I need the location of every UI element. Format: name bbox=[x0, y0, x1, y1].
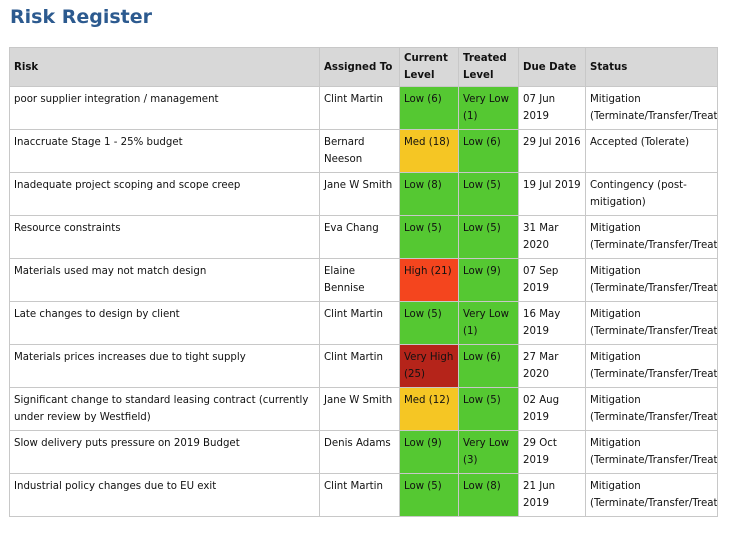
due-date-cell: 16 May 2019 bbox=[518, 301, 586, 345]
table-row: Inadequate project scoping and scope cre… bbox=[9, 172, 718, 216]
table-row: Significant change to standard leasing c… bbox=[9, 387, 718, 431]
table-body: poor supplier integration / management Cl… bbox=[9, 86, 718, 517]
header-due-date: Due Date bbox=[518, 47, 586, 87]
header-risk: Risk bbox=[9, 47, 320, 87]
risk-cell: Industrial policy changes due to EU exit bbox=[9, 473, 320, 517]
status-cell: Accepted (Tolerate) bbox=[585, 129, 718, 173]
treated-level-cell: Very Low (1) bbox=[458, 301, 519, 345]
treated-level-cell: Low (6) bbox=[458, 344, 519, 388]
assigned-to-cell: Bernard Neeson bbox=[319, 129, 400, 173]
header-assigned-to: Assigned To bbox=[319, 47, 400, 87]
risk-cell: Late changes to design by client bbox=[9, 301, 320, 345]
risk-cell: Significant change to standard leasing c… bbox=[9, 387, 320, 431]
assigned-to-cell: Elaine Bennise bbox=[319, 258, 400, 302]
treated-level-cell: Low (9) bbox=[458, 258, 519, 302]
treated-level-cell: Low (6) bbox=[458, 129, 519, 173]
treated-level-cell: Low (5) bbox=[458, 387, 519, 431]
status-cell: Mitigation (Terminate/Transfer/Treat) bbox=[585, 344, 718, 388]
risk-cell: Slow delivery puts pressure on 2019 Budg… bbox=[9, 430, 320, 474]
treated-level-cell: Low (8) bbox=[458, 473, 519, 517]
assigned-to-cell: Jane W Smith bbox=[319, 387, 400, 431]
table-row: Materials used may not match design Elain… bbox=[9, 258, 718, 302]
current-level-cell: Very High (25) bbox=[399, 344, 459, 388]
current-level-cell: Low (8) bbox=[399, 172, 459, 216]
header-current-level: Current Level bbox=[399, 47, 459, 87]
current-level-cell: Med (12) bbox=[399, 387, 459, 431]
risk-cell: Inadequate project scoping and scope cre… bbox=[9, 172, 320, 216]
due-date-cell: 07 Jun 2019 bbox=[518, 86, 586, 130]
status-cell: Contingency (post-mitigation) bbox=[585, 172, 718, 216]
assigned-to-cell: Eva Chang bbox=[319, 215, 400, 259]
table-row: Slow delivery puts pressure on 2019 Budg… bbox=[9, 430, 718, 474]
assigned-to-cell: Denis Adams bbox=[319, 430, 400, 474]
current-level-cell: Low (5) bbox=[399, 215, 459, 259]
current-level-cell: Low (5) bbox=[399, 301, 459, 345]
risk-cell: poor supplier integration / management bbox=[9, 86, 320, 130]
current-level-cell: Low (5) bbox=[399, 473, 459, 517]
risk-cell: Materials used may not match design bbox=[9, 258, 320, 302]
header-status: Status bbox=[585, 47, 718, 87]
current-level-cell: Med (18) bbox=[399, 129, 459, 173]
table-row: Industrial policy changes due to EU exit… bbox=[9, 473, 718, 517]
table-row: poor supplier integration / management Cl… bbox=[9, 86, 718, 130]
treated-level-cell: Very Low (3) bbox=[458, 430, 519, 474]
page-title: Risk Register bbox=[10, 6, 152, 28]
status-cell: Mitigation (Terminate/Transfer/Treat) bbox=[585, 258, 718, 302]
status-cell: Mitigation (Terminate/Transfer/Treat) bbox=[585, 430, 718, 474]
table-row: Materials prices increases due to tight … bbox=[9, 344, 718, 388]
treated-level-cell: Very Low (1) bbox=[458, 86, 519, 130]
due-date-cell: 31 Mar 2020 bbox=[518, 215, 586, 259]
due-date-cell: 29 Oct 2019 bbox=[518, 430, 586, 474]
table-row: Resource constraints Eva Chang Low (5) Low … bbox=[9, 215, 718, 259]
due-date-cell: 29 Jul 2016 bbox=[518, 129, 586, 173]
header-treated-level: Treated Level bbox=[458, 47, 519, 87]
table-row: Late changes to design by client Clint Ma… bbox=[9, 301, 718, 345]
assigned-to-cell: Clint Martin bbox=[319, 301, 400, 345]
risk-cell: Resource constraints bbox=[9, 215, 320, 259]
assigned-to-cell: Jane W Smith bbox=[319, 172, 400, 216]
assigned-to-cell: Clint Martin bbox=[319, 473, 400, 517]
due-date-cell: 21 Jun 2019 bbox=[518, 473, 586, 517]
treated-level-cell: Low (5) bbox=[458, 215, 519, 259]
status-cell: Mitigation (Terminate/Transfer/Treat) bbox=[585, 387, 718, 431]
due-date-cell: 27 Mar 2020 bbox=[518, 344, 586, 388]
current-level-cell: Low (9) bbox=[399, 430, 459, 474]
table-row: Inaccruate Stage 1 - 25% budget Bernard N… bbox=[9, 129, 718, 173]
status-cell: Mitigation (Terminate/Transfer/Treat) bbox=[585, 301, 718, 345]
current-level-cell: Low (6) bbox=[399, 86, 459, 130]
current-level-cell: High (21) bbox=[399, 258, 459, 302]
assigned-to-cell: Clint Martin bbox=[319, 86, 400, 130]
risk-cell: Materials prices increases due to tight … bbox=[9, 344, 320, 388]
treated-level-cell: Low (5) bbox=[458, 172, 519, 216]
status-cell: Mitigation (Terminate/Transfer/Treat) bbox=[585, 86, 718, 130]
assigned-to-cell: Clint Martin bbox=[319, 344, 400, 388]
due-date-cell: 19 Jul 2019 bbox=[518, 172, 586, 216]
due-date-cell: 07 Sep 2019 bbox=[518, 258, 586, 302]
risk-register-table: Risk Assigned To Current Level Treated L… bbox=[9, 47, 718, 517]
table-header-row: Risk Assigned To Current Level Treated L… bbox=[9, 47, 718, 87]
status-cell: Mitigation (Terminate/Transfer/Treat) bbox=[585, 473, 718, 517]
due-date-cell: 02 Aug 2019 bbox=[518, 387, 586, 431]
risk-cell: Inaccruate Stage 1 - 25% budget bbox=[9, 129, 320, 173]
status-cell: Mitigation (Terminate/Transfer/Treat) bbox=[585, 215, 718, 259]
